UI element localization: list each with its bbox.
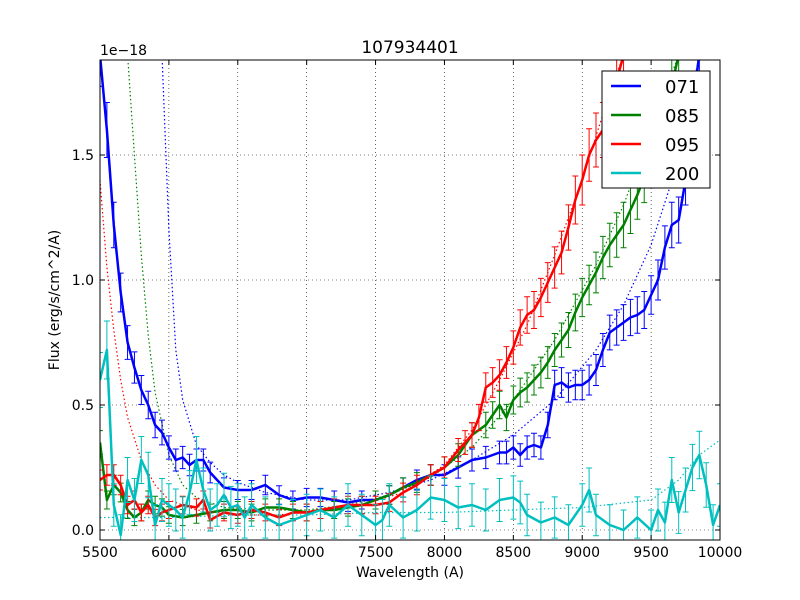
legend: 071 085 095 200 bbox=[601, 70, 711, 189]
y-axis-label: Flux (erg/s/cm^2/A) bbox=[47, 230, 63, 370]
model-curve bbox=[100, 60, 623, 516]
legend-label-095: 095 bbox=[665, 135, 699, 156]
x-tick-label: 6000 bbox=[151, 545, 187, 561]
series-line-095 bbox=[100, 60, 624, 522]
chart-title: 107934401 bbox=[361, 38, 458, 58]
model-curve bbox=[127, 60, 678, 511]
legend-label-085: 085 bbox=[665, 106, 699, 127]
x-tick-label: 5500 bbox=[82, 545, 118, 561]
x-tick-label: 8000 bbox=[427, 545, 463, 561]
model-curve bbox=[161, 60, 699, 501]
data-layer bbox=[100, 60, 720, 540]
x-tick-label: 7000 bbox=[289, 545, 325, 561]
x-tick-label: 9000 bbox=[564, 545, 600, 561]
legend-label-200: 200 bbox=[665, 164, 699, 185]
axes-frame bbox=[99, 59, 721, 541]
legend-label-071: 071 bbox=[665, 77, 699, 98]
legend-box bbox=[601, 70, 711, 189]
x-tick-label: 10000 bbox=[698, 545, 743, 561]
x-tick-label: 7500 bbox=[358, 545, 394, 561]
series-200 bbox=[100, 320, 720, 540]
y-tick-label: 1.0 bbox=[72, 273, 94, 289]
y-tick-label: 0.0 bbox=[72, 523, 94, 539]
y-tick-label: 1.5 bbox=[72, 148, 94, 164]
y-offset-label: 1e−18 bbox=[100, 43, 147, 59]
x-tick-label: 9500 bbox=[633, 545, 669, 561]
y-tick-label: 0.5 bbox=[72, 398, 94, 414]
x-tick-label: 8500 bbox=[496, 545, 532, 561]
x-axis-label: Wavelength (A) bbox=[356, 565, 464, 581]
x-tick-label: 6500 bbox=[220, 545, 256, 561]
series-line-200 bbox=[100, 348, 720, 537]
ticks: 5500 6000 6500 7000 7500 8000 8500 9000 9500 1000… bbox=[72, 60, 743, 561]
series-line-085 bbox=[100, 60, 679, 519]
